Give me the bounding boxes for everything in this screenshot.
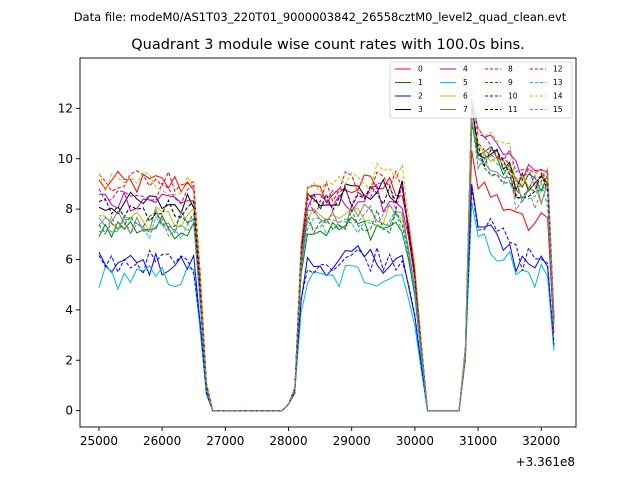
legend-label-9: 9 xyxy=(508,78,513,87)
x-tick-label-28000: 28000 xyxy=(269,434,307,448)
legend-label-6: 6 xyxy=(463,92,468,101)
legend-label-14: 14 xyxy=(553,92,563,101)
series-line-0 xyxy=(98,150,555,412)
legend-label-10: 10 xyxy=(508,92,518,101)
x-offset-label: +3.361e8 xyxy=(516,455,575,469)
legend-label-8: 8 xyxy=(508,65,513,74)
chart-title: Quadrant 3 module wise count rates with … xyxy=(131,37,525,53)
x-tick-label-26000: 26000 xyxy=(143,434,181,448)
legend-label-13: 13 xyxy=(553,78,563,87)
legend-label-0: 0 xyxy=(418,65,423,74)
y-tick-label-6: 6 xyxy=(65,253,73,267)
y-tick-label-0: 0 xyxy=(65,404,73,418)
series-line-2 xyxy=(98,183,555,412)
legend-label-15: 15 xyxy=(553,105,563,114)
y-tick-label-12: 12 xyxy=(58,101,73,115)
series-lines xyxy=(98,87,555,412)
series-line-7 xyxy=(98,119,555,412)
legend-label-4: 4 xyxy=(463,65,468,74)
y-tick-label-2: 2 xyxy=(65,353,73,367)
legend-label-3: 3 xyxy=(418,105,423,114)
x-tick-label-29000: 29000 xyxy=(333,434,371,448)
figure-suptitle: Data file: modeM0/AS1T03_220T01_90000038… xyxy=(74,10,567,24)
series-line-8 xyxy=(98,107,555,412)
series-line-11 xyxy=(98,105,555,412)
series-line-1 xyxy=(98,101,555,412)
x-tick-label-31000: 31000 xyxy=(459,434,497,448)
legend-box xyxy=(389,61,573,119)
legend-label-5: 5 xyxy=(463,78,468,87)
plot-area: 25000 26000 27000 28000 29000 30000 31000 32000… xyxy=(58,57,577,448)
axes-frame xyxy=(79,57,577,428)
series-line-14 xyxy=(98,87,555,412)
series-line-10 xyxy=(98,187,555,412)
y-tick-label-10: 10 xyxy=(58,152,73,166)
series-line-3 xyxy=(98,101,555,412)
legend-label-7: 7 xyxy=(463,105,468,114)
series-line-9 xyxy=(98,125,555,412)
series-line-5 xyxy=(98,201,555,412)
y-tick-label-4: 4 xyxy=(65,303,73,317)
legend-label-2: 2 xyxy=(418,92,423,101)
y-tick-label-8: 8 xyxy=(65,202,73,216)
legend-label-12: 12 xyxy=(553,65,563,74)
legend-label-1: 1 xyxy=(418,78,423,87)
x-tick-label-27000: 27000 xyxy=(206,434,244,448)
series-line-15 xyxy=(98,118,555,412)
series-line-12 xyxy=(98,98,555,412)
x-tick-label-30000: 30000 xyxy=(396,434,434,448)
x-tick-label-32000: 32000 xyxy=(522,434,560,448)
legend-label-11: 11 xyxy=(508,105,518,114)
x-tick-label-25000: 25000 xyxy=(80,434,118,448)
series-line-4 xyxy=(98,101,555,412)
